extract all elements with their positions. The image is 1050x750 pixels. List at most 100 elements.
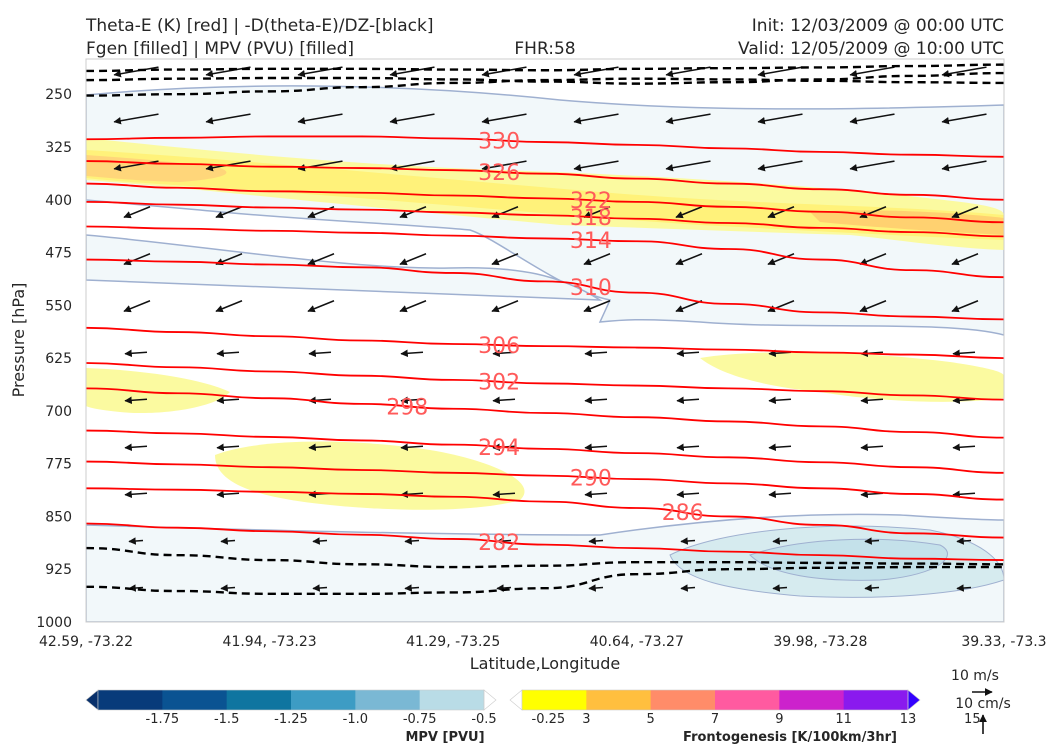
wind-arrow [216, 349, 240, 358]
wind-arrow [583, 206, 611, 219]
colorbar-extend-right [907, 689, 921, 711]
wind-arrow [205, 113, 251, 125]
colorbar-segment [355, 690, 421, 710]
theta-e-contour [86, 160, 1004, 201]
colorbar-tick-label: 7 [711, 712, 719, 727]
wind-arrow [951, 253, 979, 266]
dthetae-dz-contour [86, 71, 1004, 85]
wind-arrow [128, 537, 144, 545]
x-tick-label: 42.59, -73.22 [39, 634, 133, 650]
y-tick-label: 850 [45, 509, 72, 525]
colorbar-tick-label: -1.25 [274, 712, 308, 727]
wind-arrow [308, 443, 332, 452]
wind-arrow [941, 113, 987, 125]
colorbar-segment [650, 690, 716, 710]
wind-arrow [220, 537, 236, 545]
wind-arrow [312, 537, 328, 545]
theta-e-contour [86, 429, 1004, 474]
wind-arrow [859, 206, 887, 219]
theta-e-contour [86, 182, 1004, 224]
wind-arrow [215, 300, 243, 313]
colorbar-segment [522, 690, 587, 710]
colorbar-tick-label: -1.0 [343, 712, 368, 727]
colorbar-segment [586, 690, 652, 710]
fgen-fill-mid-left [86, 368, 230, 414]
wind-arrow [491, 206, 519, 219]
wind-arrow [956, 584, 972, 592]
wind-arrow [860, 396, 884, 405]
wind-arrow [676, 443, 700, 452]
colorbar-tick-label: -1.75 [146, 712, 180, 727]
wind-arrow [297, 113, 343, 125]
wind-arrow [859, 253, 887, 266]
theta-e-label: 286 [662, 501, 704, 526]
wind-arrow [124, 349, 148, 358]
contour-layer [86, 63, 1004, 596]
wind-arrow [481, 160, 527, 172]
wind-arrow [124, 490, 148, 499]
forecast-hour: FHR:58 [514, 39, 575, 59]
wind-arrow [216, 443, 240, 452]
wind-arrow [665, 113, 711, 125]
wind-arrow [584, 443, 608, 452]
wind-arrow [956, 537, 972, 545]
colorbar-segment [419, 690, 485, 710]
valid-time: Valid: 12/05/2009 @ 10:00 UTC [738, 39, 1004, 59]
wind-arrow [864, 584, 880, 592]
y-tick-label: 550 [45, 298, 72, 314]
wind-arrow [849, 160, 895, 172]
wind-arrow [757, 113, 803, 125]
mpv-fill-lower-darker [749, 538, 948, 581]
wind-arrow [491, 300, 519, 313]
wind-arrow [389, 113, 435, 125]
dthetae-dz-contour [86, 63, 1004, 73]
dthetae-dz-contour [86, 546, 1004, 569]
theta-e-label: 302 [478, 371, 520, 396]
wind-scale-label-cms: 10 cm/s [955, 696, 1011, 712]
theta-e-label: 298 [386, 395, 428, 420]
wind-arrow [767, 206, 795, 219]
wind-arrow [675, 206, 703, 219]
colorbar-segment [843, 690, 909, 710]
colorbar-segment [98, 690, 163, 710]
colorbar-extend-left [509, 689, 523, 711]
y-tick-label: 475 [45, 246, 72, 262]
wind-arrow [675, 253, 703, 266]
wind-arrow [389, 160, 435, 172]
wind-arrow [215, 206, 243, 219]
y-tick-label: 700 [45, 404, 72, 420]
colorbar-tick-label: 9 [775, 712, 783, 727]
theta-e-label: 326 [478, 161, 520, 186]
wind-arrow [496, 584, 512, 592]
wind-arrow [951, 206, 979, 219]
colorbar-tick-label: -0.75 [403, 712, 437, 727]
wind-arrow [772, 584, 788, 592]
wind-vectors [113, 66, 987, 592]
theta-e-contour [86, 460, 1004, 501]
y-axis-ticks: 250 325 400 475 550 625 700 775 850 925 1000 [36, 87, 72, 631]
x-tick-label: 41.94, -73.23 [223, 634, 317, 650]
wind-arrow [124, 443, 148, 452]
wind-arrow [123, 300, 151, 313]
colorbar-mpv-title: MPV [PVU] [405, 730, 484, 745]
x-axis-ticks: 42.59, -73.22 41.94, -73.23 41.29, -73.25 4… [39, 634, 1047, 650]
wind-arrow [864, 537, 880, 545]
wind-arrow [767, 300, 795, 313]
wind-arrow [400, 396, 424, 405]
theta-e-label: 282 [478, 531, 520, 556]
colorbar-segment [715, 690, 780, 710]
theta-e-label: 330 [478, 129, 520, 154]
colorbar-extend-right [483, 689, 497, 711]
colorbar-fgen-title: Frontogenesis [K/100km/3hr] [683, 730, 897, 745]
theta-e-label: 306 [478, 334, 520, 359]
wind-arrow [584, 349, 608, 358]
wind-arrow [216, 396, 240, 405]
y-tick-label: 925 [45, 562, 72, 578]
wind-arrow [583, 253, 611, 266]
colorbar-tick-label: 15 [964, 712, 981, 727]
wind-arrow [768, 443, 792, 452]
wind-arrow [308, 349, 332, 358]
wind-arrow [584, 396, 608, 405]
x-axis-label: Latitude,Longitude [470, 654, 621, 673]
